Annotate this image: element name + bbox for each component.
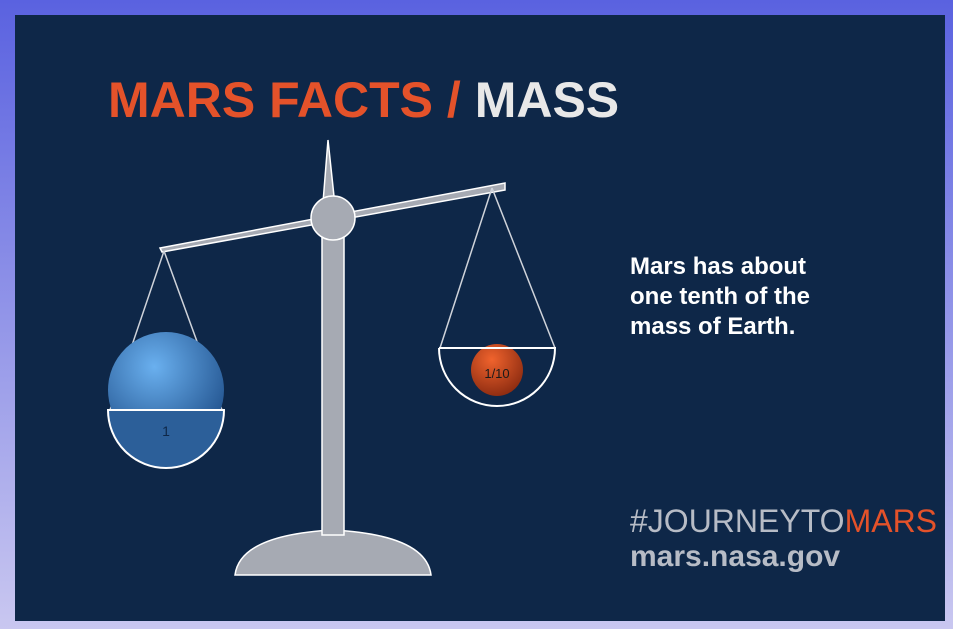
title-part: MARS FACTS /: [108, 72, 461, 128]
title-part: MASS: [475, 72, 619, 128]
hashtag: #JOURNEYTOMARS: [630, 503, 937, 539]
page: MARS FACTS / MASS 1 1/10 Mars has about …: [0, 0, 953, 629]
right-label: 1/10: [484, 366, 509, 381]
left-label: 1: [162, 423, 170, 439]
infographic: MARS FACTS / MASS 1 1/10 Mars has about …: [0, 0, 953, 629]
body-line: Mars has about: [630, 253, 806, 280]
hashtag-text: #JOURNEYTO: [630, 503, 845, 539]
url: mars.nasa.gov: [630, 540, 840, 573]
title: MARS FACTS / MASS: [108, 72, 619, 128]
body-line: one tenth of the: [630, 283, 810, 310]
body: Mars has about one tenth of the mass of …: [630, 253, 810, 340]
body-line: mass of Earth.: [630, 313, 795, 340]
hashtag-mars: MARS: [845, 503, 937, 539]
